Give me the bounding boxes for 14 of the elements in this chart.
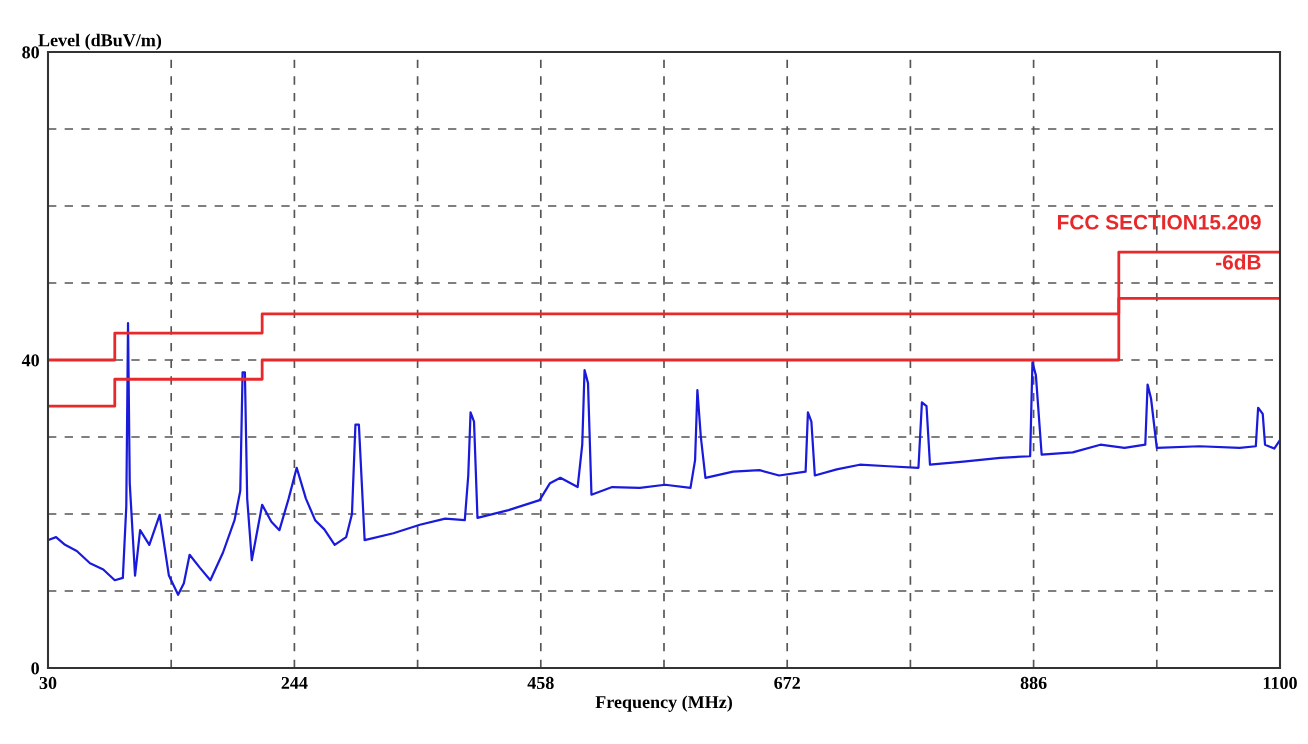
- annotation: -6dB: [1216, 254, 1261, 270]
- line-series: [48, 321, 1280, 596]
- x-tick-label: 1100: [1263, 676, 1297, 690]
- y-axis-title: Level (dBuV/m): [38, 33, 162, 50]
- x-tick-label: 458: [527, 676, 554, 690]
- y-tick-label: 80: [22, 46, 39, 59]
- x-tick-label: 30: [39, 676, 57, 690]
- y-tick-label: 40: [21, 354, 39, 367]
- x-axis-title: Frequency (MHz): [595, 695, 732, 712]
- x-tick-label: 672: [774, 676, 800, 690]
- x-tick-label: 886: [1020, 676, 1047, 690]
- annotation: FCC SECTION15.209: [1057, 214, 1261, 230]
- x-tick-label: 244: [281, 676, 308, 689]
- y-tick-label: 0: [31, 662, 39, 675]
